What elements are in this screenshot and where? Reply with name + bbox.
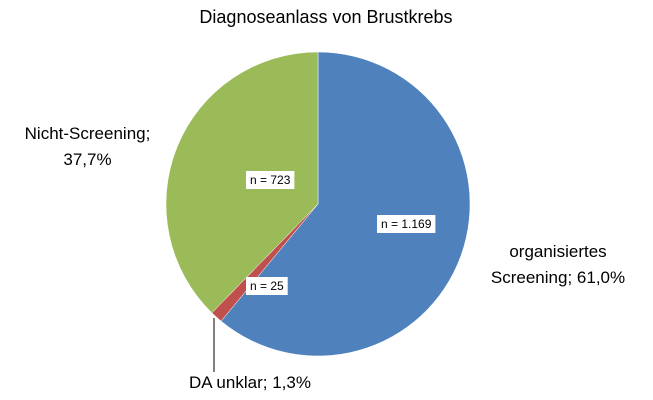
chart-title: Diagnoseanlass von Brustkrebs: [199, 7, 452, 27]
count-label-text: n = 1.169: [381, 217, 432, 231]
count-label-box: [246, 277, 288, 295]
count-label-box: [377, 215, 436, 233]
slice-label: DA unklar; 1,3%: [150, 370, 350, 396]
count-label: n = 25: [246, 277, 288, 295]
count-label: n = 1.169: [377, 215, 436, 233]
count-label: n = 723: [246, 171, 295, 189]
value-label: 1,3%: [272, 373, 311, 392]
category-label: DA unklar;: [189, 373, 268, 392]
count-label-text: n = 723: [250, 173, 291, 187]
value-label: 61,0%: [576, 268, 626, 287]
category-label: Nicht-Screening;: [24, 124, 151, 143]
slice-label: Nicht-Screening; 37,7%: [5, 121, 170, 173]
count-label-text: n = 25: [250, 279, 284, 293]
category-label: organisiertes Screening;: [490, 242, 607, 287]
slice-label: organisiertes Screening; 61,0%: [468, 239, 648, 291]
value-label: 37,7%: [63, 150, 112, 169]
pie-slice: [165, 51, 319, 314]
count-label-box: [246, 171, 295, 189]
